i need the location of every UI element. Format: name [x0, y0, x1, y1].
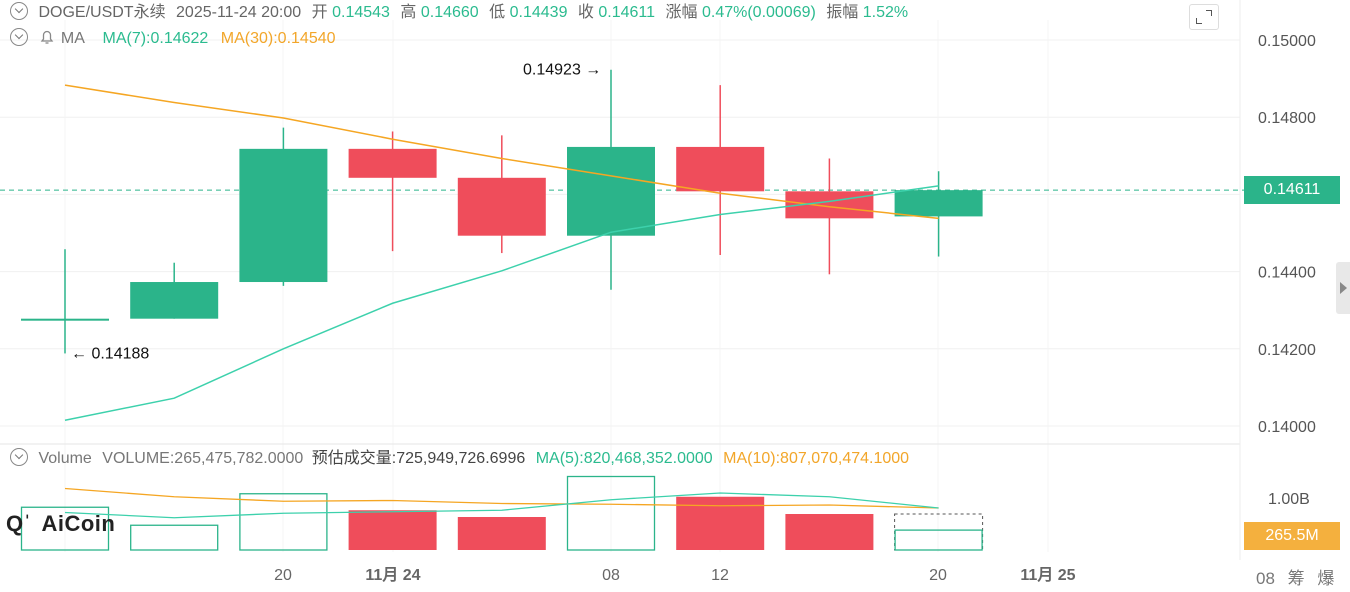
change-value: 0.47%(0.00069) [701, 4, 816, 21]
change-label: 涨幅 [665, 4, 698, 21]
high-value: 0.14660 [420, 4, 479, 21]
candle-body [894, 190, 983, 217]
bell-icon[interactable] [38, 28, 56, 46]
aicoin-logo: Qˈ AiCoin [6, 511, 115, 537]
ohlc-header: DOGE/USDT永续 2025-11-24 20:00 开 0.14543 高… [10, 2, 908, 23]
right-panel-toggle[interactable] [1336, 262, 1350, 314]
aicoin-mark-icon: Qˈ [6, 511, 32, 536]
candle-body [676, 146, 765, 192]
collapse-ma-icon[interactable] [10, 28, 28, 46]
est-volume-label: 预估成交量: [311, 450, 397, 467]
chips-tool-button[interactable]: 筹 [1287, 569, 1305, 588]
low-price-annotation: ← 0.14188 [71, 345, 149, 362]
symbol-label: DOGE/USDT永续 [38, 4, 166, 21]
high-price-annotation: 0.14923 → [523, 62, 601, 79]
candle-body [239, 148, 328, 283]
volume-legend: Volume VOLUME:265,475,782.0000 预估成交量:725… [10, 448, 909, 469]
volume-bar [894, 529, 983, 551]
ma7-value: MA(7):0.14622 [102, 30, 209, 47]
price-tick-label: 0.14800 [1258, 110, 1316, 127]
time-axis-label: 11月 24 [365, 566, 420, 584]
collapse-volume-icon[interactable] [10, 448, 28, 466]
volume-bar [130, 524, 219, 551]
est-volume-value: 725,949,726.6996 [396, 450, 526, 467]
bottom-right-tools: 08 筹 爆 [1256, 564, 1334, 589]
volume-bar [566, 475, 656, 551]
close-label: 收 [577, 4, 594, 21]
current-price-tag: 0.14611 [1244, 176, 1340, 204]
expand-corner-icon [1196, 18, 1202, 24]
high-label: 高 [400, 4, 417, 21]
time-axis-label: 20 [274, 567, 292, 584]
candle-body [21, 318, 109, 321]
logo-text: AiCoin [41, 511, 116, 536]
candle-body [567, 146, 655, 236]
volume-ma10-line [64, 487, 939, 509]
volume-tick-label: 1.00B [1268, 491, 1310, 508]
price-tick-label: 0.14400 [1258, 265, 1316, 282]
footer-time-label: 08 [1256, 569, 1275, 588]
time-axis-label: 12 [711, 567, 729, 584]
liquidation-tool-button[interactable]: 爆 [1317, 569, 1335, 588]
vol-ma10-value: MA(10):807,070,474.1000 [723, 450, 910, 467]
amplitude-label: 振幅 [826, 4, 859, 21]
ma30-line [64, 84, 939, 220]
datetime-label: 2025-11-24 20:00 [176, 4, 302, 21]
volume-bar [20, 506, 110, 551]
volume-bar [785, 514, 874, 550]
ma7-line [64, 185, 939, 421]
open-label: 开 [311, 4, 328, 21]
volume-ma5-line [64, 492, 939, 519]
collapse-header-icon[interactable] [10, 2, 28, 20]
expand-corner-icon [1206, 10, 1212, 16]
amplitude-value: 1.52% [862, 4, 909, 21]
vol-ma5-value: MA(5):820,468,352.0000 [535, 450, 713, 467]
volume-label: Volume [38, 450, 92, 467]
low-label: 低 [489, 4, 506, 21]
current-volume-tag: 265.5M [1244, 522, 1340, 550]
price-tick-label: 0.14000 [1258, 419, 1316, 436]
volume-estimate-box [894, 513, 984, 551]
candle-body [457, 177, 546, 236]
candle-body [130, 282, 219, 319]
low-value: 0.14439 [509, 4, 568, 21]
ma30-value: MA(30):0.14540 [220, 30, 336, 47]
volume-bar [457, 517, 546, 550]
volume-value: VOLUME:265,475,782.0000 [102, 450, 304, 467]
time-axis-label: 08 [602, 567, 620, 584]
price-tick-label: 0.14200 [1258, 342, 1316, 359]
time-axis-label: 20 [929, 567, 947, 584]
close-value: 0.14611 [598, 4, 656, 21]
ma-label: MA [60, 30, 85, 47]
time-axis-label: 11月 25 [1020, 566, 1075, 584]
volume-bar [348, 510, 437, 550]
open-value: 0.14543 [332, 4, 390, 21]
ma-legend: MA MA(7):0.14622 MA(30):0.14540 [10, 28, 336, 49]
price-tick-label: 0.15000 [1258, 33, 1316, 50]
fullscreen-button[interactable] [1189, 4, 1219, 30]
candle-body [348, 148, 437, 178]
volume-bar [239, 493, 328, 551]
